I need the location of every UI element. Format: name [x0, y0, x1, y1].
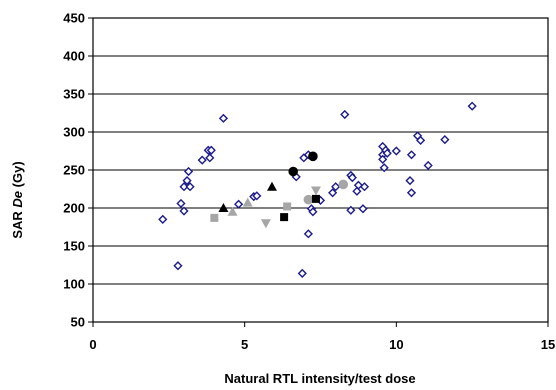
data-point-diamond-open	[353, 180, 364, 190]
data-point-diamond-open	[346, 205, 356, 215]
data-point-circle-filled	[288, 166, 299, 177]
y-axis-ticks: 50 100 150 200 250 300 350 400 450	[63, 11, 93, 330]
y-tick-label: 400	[63, 49, 85, 64]
data-point-diamond-open	[185, 182, 195, 192]
y-tick-label: 50	[71, 315, 85, 330]
y-tick-label: 300	[63, 125, 85, 140]
data-point-diamond-open	[176, 198, 186, 209]
data-point-diamond-open	[218, 113, 229, 123]
data-point-diamond-open	[331, 182, 341, 192]
data-point-diamond-open	[252, 191, 262, 201]
data-point-diamond-open	[205, 153, 215, 163]
data-point-triangle-up	[242, 197, 253, 207]
data-point-diamond-open	[183, 166, 194, 177]
data-point-diamond-open	[182, 176, 192, 186]
x-tick-label: 15	[541, 337, 555, 352]
data-point-diamond-open	[179, 206, 189, 216]
data-point-diamond-open	[297, 268, 307, 278]
data-point-diamond-open	[405, 176, 415, 186]
data-point-diamond-open	[382, 148, 392, 158]
y-axis-title: SAR De (Gy)	[10, 161, 25, 238]
data-point-diamond-open	[308, 207, 318, 217]
data-point-diamond-open	[340, 109, 350, 120]
data-point-triangle-down	[310, 186, 321, 196]
data-point-diamond-open	[158, 214, 168, 224]
y-tick-label: 200	[63, 201, 85, 216]
y-tick-label: 100	[63, 277, 85, 292]
data-point-diamond-open	[303, 229, 313, 239]
data-point-square	[311, 194, 320, 203]
data-point-triangle-up	[218, 203, 229, 212]
data-point-diamond-open	[352, 186, 362, 196]
data-point-diamond-open	[358, 204, 368, 214]
data-point-diamond-open	[440, 135, 450, 145]
x-tick-label: 5	[241, 337, 248, 352]
data-point-diamond-open	[179, 182, 189, 192]
data-point-square	[280, 213, 289, 222]
data-point-circle-filled	[303, 194, 314, 205]
data-point-diamond-open	[467, 101, 477, 111]
x-axis-title: Natural RTL intensity/test dose	[224, 371, 415, 386]
grid-lines	[93, 17, 548, 323]
data-point-diamond-open	[347, 173, 357, 183]
y-tick-label: 250	[63, 163, 85, 178]
data-point-triangle-up	[227, 206, 238, 216]
data-point-diamond-open	[378, 154, 388, 164]
y-axis-title-italic: De	[10, 191, 25, 208]
x-tick-label: 0	[89, 337, 96, 352]
data-point-diamond-open	[406, 188, 417, 198]
data-point-diamond-open	[206, 145, 216, 155]
data-point-diamond-open	[391, 146, 401, 156]
data-points	[158, 101, 477, 278]
y-tick-label: 150	[63, 239, 85, 254]
y-axis-title-prefix: SAR	[10, 208, 25, 239]
data-point-diamond-open	[416, 135, 426, 145]
data-point-diamond-open	[406, 150, 417, 160]
y-tick-label: 450	[63, 11, 85, 26]
data-point-diamond-open	[423, 160, 433, 171]
y-axis-title-suffix: (Gy)	[10, 161, 25, 191]
x-tick-label: 10	[389, 337, 403, 352]
data-point-triangle-up	[266, 181, 277, 191]
data-point-circle-filled	[338, 179, 349, 190]
data-point-diamond-open	[173, 261, 183, 271]
data-point-diamond-open	[234, 199, 244, 209]
data-point-circle-filled	[308, 151, 318, 162]
data-point-diamond-open	[379, 163, 389, 173]
data-point-square	[283, 202, 292, 211]
y-tick-label: 350	[63, 87, 85, 102]
x-axis-ticks: 0 5 10 15	[89, 322, 555, 352]
data-point-square	[210, 213, 219, 222]
data-point-triangle-down	[260, 219, 271, 229]
data-point-diamond-open	[359, 182, 370, 192]
data-point-diamond-open	[328, 188, 338, 198]
data-point-diamond-open	[197, 155, 207, 165]
